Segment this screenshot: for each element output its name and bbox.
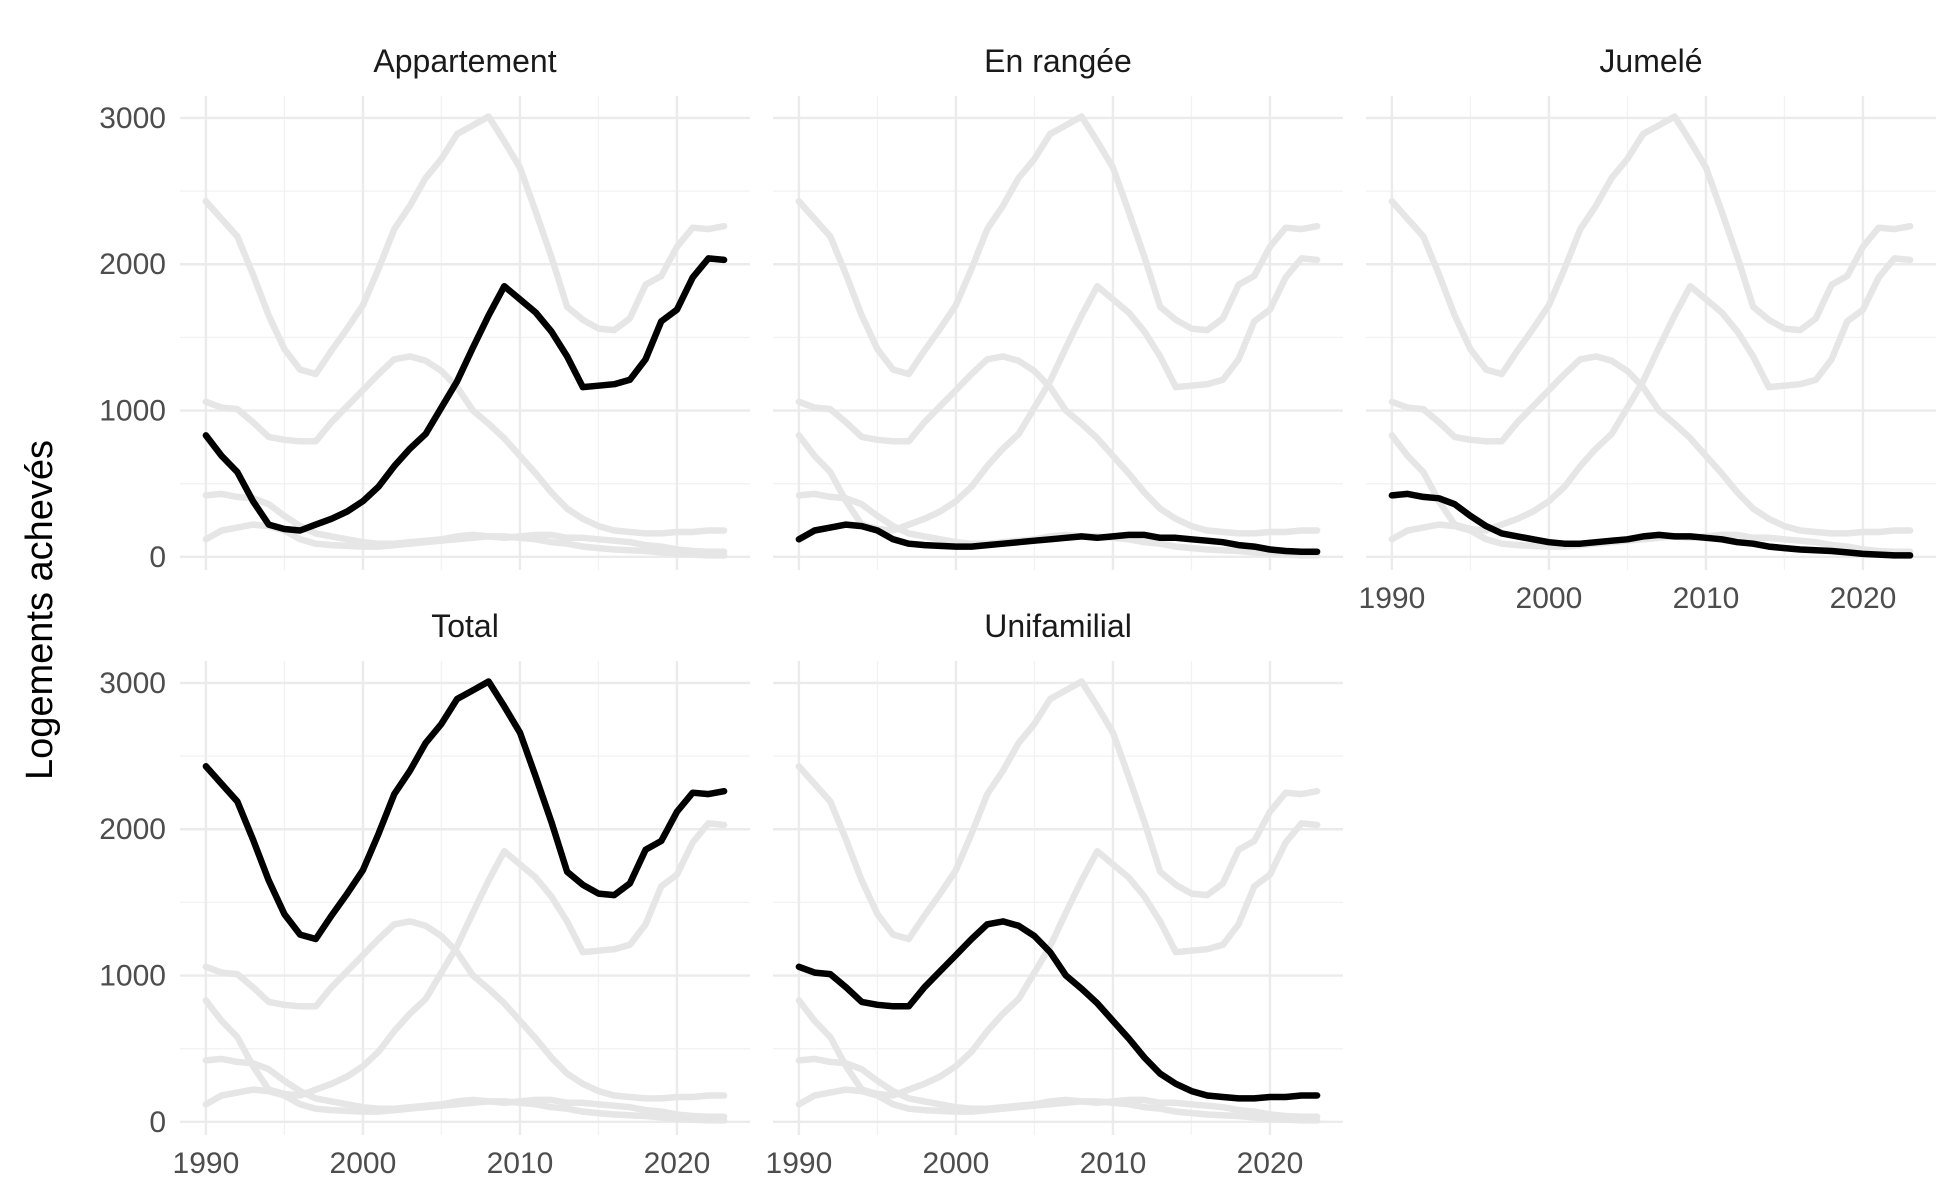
- x-tick-label: 1990: [173, 1147, 240, 1180]
- y-tick-label: 3000: [99, 667, 166, 700]
- facet-panel-total: Total 0 1000 2000 3000 1990 2000 2010 2020: [99, 608, 750, 1180]
- highlighted-series-line: [795, 521, 1321, 555]
- x-tick-label: 2010: [487, 1147, 554, 1180]
- background-series-line: [795, 113, 1321, 378]
- highlighted-series-line: [795, 918, 1321, 1102]
- y-tick-label: 0: [149, 541, 166, 574]
- facet-title: Unifamilial: [984, 608, 1132, 644]
- facet-title: Total: [431, 608, 499, 644]
- background-series-line: [795, 820, 1321, 1099]
- background-series-line: [202, 1055, 728, 1124]
- facet-panel-en-rang-e: En rangée: [773, 43, 1343, 570]
- background-series-line: [202, 353, 728, 537]
- background-series-line: [795, 1055, 1321, 1124]
- x-tick-label: 2020: [1830, 582, 1897, 615]
- x-tick-label: 2010: [1080, 1147, 1147, 1180]
- y-tick-label: 1000: [99, 960, 166, 993]
- highlighted-series-line: [202, 255, 728, 534]
- background-series-line: [1388, 113, 1914, 378]
- background-series-line: [202, 918, 728, 1102]
- x-tick-label: 2000: [923, 1147, 990, 1180]
- facet-panel-appartement: Appartement 0 1000 2000 3000: [99, 43, 750, 574]
- x-tick-label: 2010: [1673, 582, 1740, 615]
- y-tick-label: 2000: [99, 813, 166, 846]
- background-series-line: [202, 820, 728, 1099]
- x-tick-label: 2020: [1237, 1147, 1304, 1180]
- x-tick-label: 1990: [1359, 582, 1426, 615]
- background-series-line: [202, 490, 728, 559]
- x-tick-label: 2020: [644, 1147, 711, 1180]
- background-series-line: [1388, 255, 1914, 534]
- facet-title: Jumelé: [1599, 43, 1702, 79]
- highlighted-series-line: [1388, 490, 1914, 559]
- x-tick-label: 1990: [766, 1147, 833, 1180]
- background-series-line: [1388, 353, 1914, 537]
- facet-title: Appartement: [373, 43, 556, 79]
- highlighted-series-line: [202, 678, 728, 943]
- y-tick-label: 2000: [99, 248, 166, 281]
- background-series-line: [795, 353, 1321, 537]
- background-series-line: [202, 113, 728, 378]
- y-tick-label: 3000: [99, 102, 166, 135]
- facet-panel-jumel-: Jumelé 1990 2000 2010 2020: [1359, 43, 1936, 615]
- y-tick-label: 0: [149, 1106, 166, 1139]
- background-series-line: [795, 678, 1321, 943]
- x-tick-label: 2000: [1516, 582, 1583, 615]
- background-series-line: [795, 255, 1321, 534]
- y-axis-title: Logements achevés: [19, 440, 61, 780]
- facet-panel-unifamilial: Unifamilial 1990 2000 2010 2020: [766, 608, 1343, 1180]
- x-tick-label: 2000: [330, 1147, 397, 1180]
- facet-title: En rangée: [984, 43, 1132, 79]
- y-tick-label: 1000: [99, 395, 166, 428]
